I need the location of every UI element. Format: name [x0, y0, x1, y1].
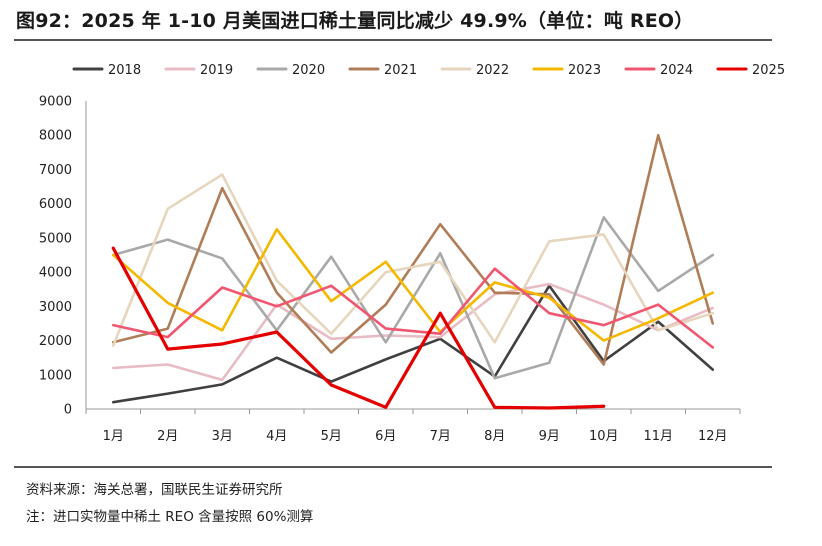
y-tick-label: 0: [64, 403, 72, 418]
line-chart: 2018 2019 2020 2021 2022 2023 2024 2025 0 1000 20…: [39, 63, 785, 444]
y-axis: 0 1000 2000 3000 4000 5000 6000 7000 8000 9000: [39, 95, 87, 418]
chart-legend: 2018 2019 2020 2021 2022 2023 2024 2025: [72, 63, 785, 78]
footer-divider: [14, 466, 772, 468]
x-tick-label: 5月: [321, 429, 342, 444]
series-line-2022: [111, 173, 715, 347]
series-line-2023: [111, 228, 715, 342]
x-tick-label: 8月: [484, 429, 505, 444]
y-tick-label: 3000: [39, 300, 72, 315]
series-line-2019: [111, 282, 715, 382]
y-tick-label: 2000: [39, 334, 72, 349]
title-divider: [14, 39, 772, 41]
x-tick-label: 3月: [212, 429, 233, 444]
page-title: 图92：2025 年 1-10 月美国进口稀土量同比减少 49.9%（单位：吨 …: [16, 10, 694, 32]
legend-label-2021: 2021: [384, 63, 417, 78]
y-tick-label: 7000: [39, 163, 72, 178]
y-tick-label: 5000: [39, 231, 72, 246]
y-tick-label: 4000: [39, 266, 72, 281]
source-note: 资料来源：海关总署，国联民生证券研究所: [26, 482, 283, 498]
x-tick-label: 7月: [430, 429, 451, 444]
x-tick-label: 1月: [103, 429, 124, 444]
legend-label-2022: 2022: [476, 63, 509, 78]
x-tick-label: 12月: [698, 429, 728, 444]
chart-series: [111, 133, 715, 410]
legend-label-2025: 2025: [752, 63, 785, 78]
x-tick-label: 2月: [157, 429, 178, 444]
x-tick-label: 6月: [375, 429, 396, 444]
x-tick-label: 4月: [266, 429, 287, 444]
legend-label-2019: 2019: [200, 63, 233, 78]
x-tick-label: 9月: [539, 429, 560, 444]
y-tick-label: 8000: [39, 129, 72, 144]
y-tick-label: 9000: [39, 95, 72, 110]
legend-label-2018: 2018: [108, 63, 141, 78]
x-tick-label: 10月: [589, 429, 619, 444]
series-line-2018: [111, 284, 715, 404]
legend-label-2020: 2020: [292, 63, 325, 78]
legend-label-2023: 2023: [568, 63, 601, 78]
y-tick-label: 6000: [39, 197, 72, 212]
x-axis: 1月 2月 3月 4月 5月 6月 7月 8月 9月 10月 11月 12月: [85, 408, 741, 444]
series-line-2024: [111, 267, 715, 349]
method-note: 注：进口实物量中稀土 REO 含量按照 60%测算: [26, 509, 314, 525]
series-line-2021: [111, 133, 715, 366]
x-tick-label: 11月: [643, 429, 673, 444]
legend-label-2024: 2024: [660, 63, 693, 78]
y-tick-label: 1000: [39, 368, 72, 383]
series-line-2025: [111, 246, 606, 410]
